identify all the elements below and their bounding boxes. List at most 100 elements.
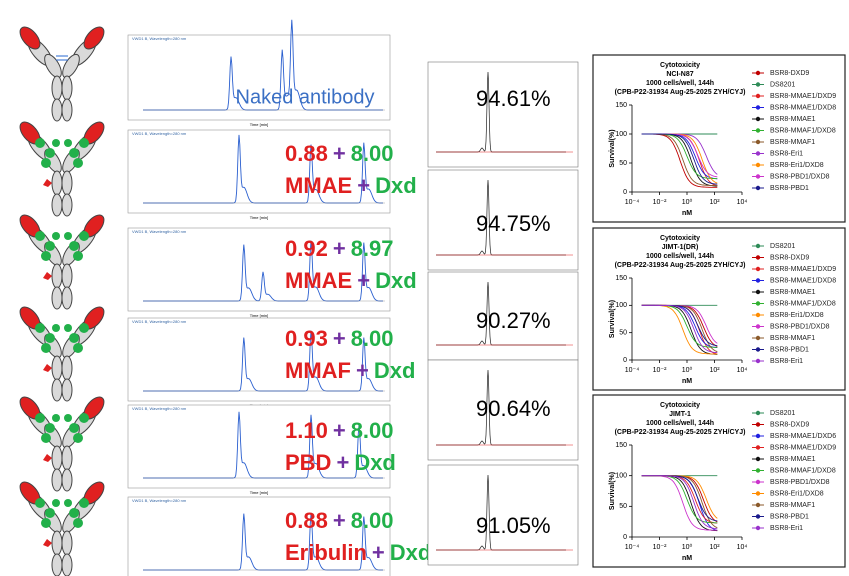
legend-label: DS8201 xyxy=(770,410,795,417)
legend-label: BSR8-Eri1/DXD8 xyxy=(770,490,824,497)
y-axis-label: Survival(%) xyxy=(609,129,616,167)
legend-label: BSR8-MMAE1 xyxy=(770,289,816,296)
legend-marker xyxy=(755,266,761,272)
panel-conditions: 1000 cells/well, 144h xyxy=(646,80,714,87)
sec-purity: 90.64% xyxy=(476,396,551,421)
legend-marker xyxy=(755,185,761,191)
chromatograms: VWD1 B, Wavelength=280 nm Time [min] VWD1 … xyxy=(127,19,431,576)
legend-label: BSR8-MMAE1/DXD9 xyxy=(770,444,836,451)
legend-label: BSR8-PBD1/DXD8 xyxy=(770,173,830,180)
legend-label: BSR8-Eri1/DXD8 xyxy=(770,312,824,319)
legend-label: BSR8-DXD9 xyxy=(770,70,809,77)
dar-dar2: 8.00 xyxy=(351,326,394,351)
legend-marker xyxy=(755,456,761,462)
legend-label: BSR8-MMAF1 xyxy=(770,139,815,146)
antibody xyxy=(15,303,109,402)
legend-marker xyxy=(755,358,761,364)
cytotoxicity-panel: Cytotoxicity JIMT-1(DR) 1000 cells/well, 1… xyxy=(592,227,846,391)
dar-dar2: 8.00 xyxy=(351,141,394,166)
dar-line: 0.93 +8.00 xyxy=(285,326,394,351)
y-tick-label: 100 xyxy=(615,131,627,138)
y-tick-label: 50 xyxy=(619,330,627,337)
legend-label: BSR8-MMAE1 xyxy=(770,456,816,463)
chromatogram-frame xyxy=(127,496,391,576)
chromatogram-header: VWD1 B, Wavelength=280 nm xyxy=(132,498,187,503)
legend-marker xyxy=(755,479,761,485)
legend-label: BSR8-PBD1 xyxy=(770,185,809,192)
x-tick-label: 10⁴ xyxy=(737,199,748,206)
panel-batch: (CPB-P22-31934 Aug-25-2025 ZYH/CYJ) xyxy=(615,262,746,269)
legend-marker xyxy=(755,502,761,508)
legend-label: BSR8-MMAE1/DXD6 xyxy=(770,433,836,440)
dar-dar2: 8.00 xyxy=(351,508,394,533)
dar-plus: + xyxy=(333,141,346,166)
dar-dar2: 8.00 xyxy=(351,418,394,443)
antibody xyxy=(15,211,109,310)
dar-line: 0.88 +8.00 xyxy=(285,508,394,533)
legend-label: DS8201 xyxy=(770,243,795,250)
sec-panel: 90.64% xyxy=(427,359,579,461)
legend-marker xyxy=(755,445,761,450)
legend-marker xyxy=(755,312,761,318)
legend-label: BSR8-MMAE1/DXD8 xyxy=(770,277,836,284)
legend-marker xyxy=(755,410,761,416)
dar-dar1: 0.88 xyxy=(285,508,328,533)
x-tick-label: 10⁴ xyxy=(737,544,748,551)
panel-frame xyxy=(592,227,846,391)
antibody-shape xyxy=(15,478,109,576)
legend-marker xyxy=(755,128,761,133)
chromatogram-frame xyxy=(127,34,391,121)
dar-line: 0.92 +8.97 xyxy=(285,236,394,261)
legend-marker xyxy=(755,93,761,99)
legend-marker xyxy=(755,324,761,329)
dar-line: 1.10 +8.00 xyxy=(285,418,394,443)
sec-frame xyxy=(427,61,579,168)
panel-cell-line: JIMT-1 xyxy=(669,411,691,418)
payload-payload1: MMAE xyxy=(285,268,352,293)
x-tick-label: 10⁻⁴ xyxy=(625,544,640,551)
panel-title: Cytotoxicity xyxy=(660,402,700,409)
x-tick-label: 10⁻² xyxy=(653,199,667,206)
legend-label: BSR8-MMAE1/DXD9 xyxy=(770,93,836,100)
x-tick-label: 10² xyxy=(709,199,720,206)
x-tick-label: 10⁻² xyxy=(653,367,667,374)
y-tick-label: 150 xyxy=(615,275,627,282)
sec-frame xyxy=(427,464,579,566)
x-tick-label: 10⁻⁴ xyxy=(625,367,640,374)
antibody-shape xyxy=(15,23,109,122)
chromatogram-frame xyxy=(127,404,391,489)
legend-marker xyxy=(755,243,761,249)
payload-payload2: Dxd xyxy=(375,268,417,293)
panel-frame xyxy=(592,54,846,223)
dar-dar1: 0.93 xyxy=(285,326,328,351)
chromatogram-frame xyxy=(127,129,391,214)
y-tick-label: 50 xyxy=(619,160,627,167)
panel-frame xyxy=(592,394,846,568)
y-tick-label: 100 xyxy=(615,302,627,309)
y-axis-label: Survival(%) xyxy=(609,472,616,510)
legend-label: BSR8-PBD1 xyxy=(770,346,809,353)
x-axis-label: nM xyxy=(682,210,692,217)
sec-purity: 94.75% xyxy=(476,211,551,236)
chromatogram-header: VWD1 B, Wavelength=280 nm xyxy=(132,229,187,234)
legend-marker xyxy=(755,468,761,473)
payload-payload2: Dxd xyxy=(354,450,396,475)
sec-frame xyxy=(427,359,579,461)
payload-payload2: Dxd xyxy=(374,358,416,383)
x-tick-label: 10⁰ xyxy=(682,198,693,206)
payload-payload1: Eribulin xyxy=(285,540,367,565)
legend-marker xyxy=(755,255,761,260)
legend-marker xyxy=(755,491,761,496)
payload-line: PBD + Dxd xyxy=(285,450,396,475)
dar-dar2: 8.97 xyxy=(351,236,394,261)
y-tick-label: 100 xyxy=(615,473,627,480)
payload-plus2: + xyxy=(357,268,370,293)
y-tick-label: 50 xyxy=(619,503,627,510)
legend-label: BSR8-Eri1 xyxy=(770,525,803,532)
panel-batch: (CPB-P22-31934 Aug-25-2025 ZYH/CYJ) xyxy=(615,89,746,96)
legend-marker xyxy=(755,301,761,306)
sec-panel: 94.75% xyxy=(427,169,579,271)
